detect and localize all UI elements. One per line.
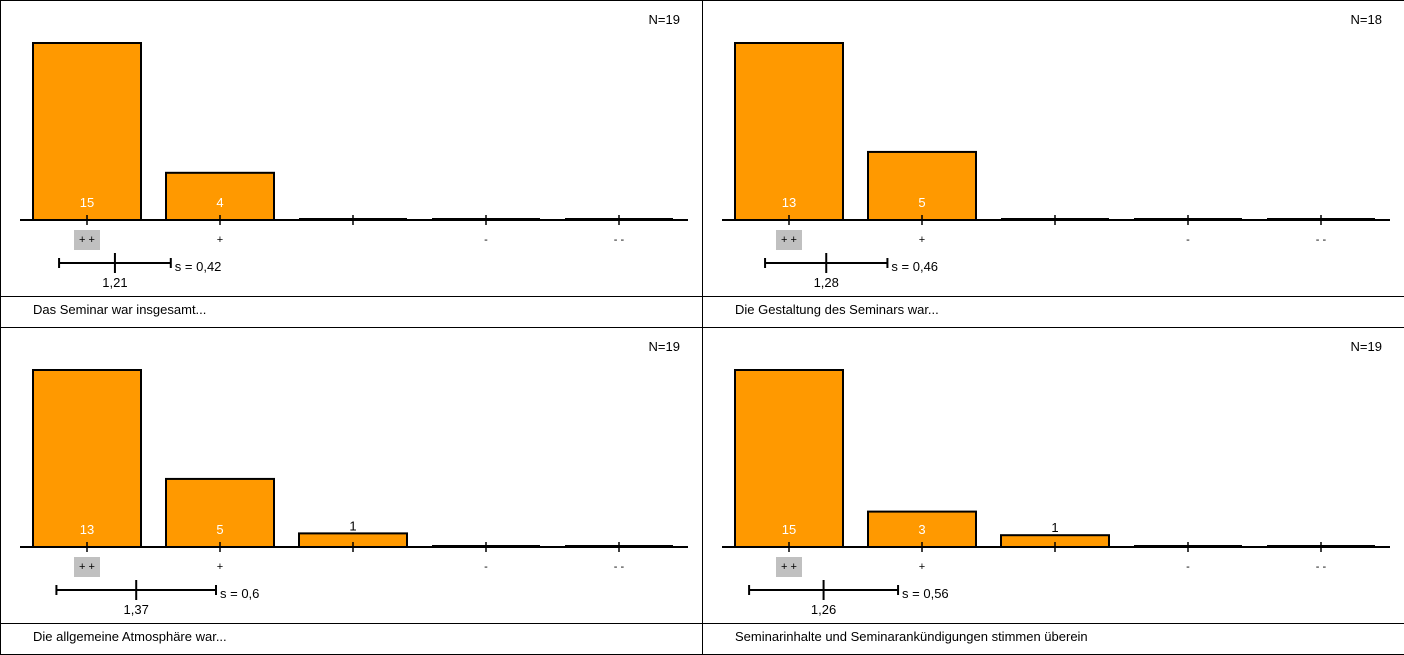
- n-label: N=19: [649, 12, 680, 27]
- category-label: +: [217, 234, 223, 246]
- bar-2: [867, 510, 977, 549]
- category-label: - -: [1316, 234, 1327, 246]
- bar-value-label: 15: [782, 522, 796, 537]
- category-label: + +: [79, 234, 95, 246]
- bar-value-label: 13: [782, 195, 796, 210]
- category-label: - -: [1316, 561, 1327, 573]
- chart-caption: Die Gestaltung des Seminars war...: [735, 302, 939, 317]
- sd-label: s = 0,42: [175, 259, 222, 274]
- category-highlight: [74, 557, 100, 577]
- category-label: -: [1186, 561, 1190, 573]
- chart-panel-1: N=19 15 4 + + + - - - 1,21 s = 0,42 Das Seminar w…: [0, 0, 703, 328]
- sd-label: s = 0,46: [891, 259, 938, 274]
- category-highlight: [74, 230, 100, 250]
- category-label: - -: [614, 234, 625, 246]
- category-label: + +: [781, 234, 797, 246]
- chart-caption: Die allgemeine Atmosphäre war...: [33, 629, 227, 644]
- bar-1: [32, 42, 142, 221]
- category-label: -: [1186, 234, 1190, 246]
- category-label: + +: [79, 561, 95, 573]
- n-label: N=19: [649, 339, 680, 354]
- bar-2: [165, 477, 275, 548]
- bar-2: [165, 171, 275, 222]
- category-label: +: [217, 561, 223, 573]
- bar-1: [32, 369, 142, 548]
- category-label: - -: [614, 561, 625, 573]
- category-highlight: [776, 557, 802, 577]
- bar-1: [734, 369, 844, 548]
- mean-label: 1,28: [814, 275, 839, 290]
- chart-panel-2: N=18 13 5 + + + - - - 1,28 s = 0,46 Die Gestaltun…: [702, 0, 1404, 328]
- bar-value-label: 13: [80, 522, 94, 537]
- sd-label: s = 0,6: [220, 586, 259, 601]
- sd-label: s = 0,56: [902, 586, 949, 601]
- bar-value-label: 4: [216, 195, 223, 210]
- n-label: N=19: [1351, 339, 1382, 354]
- bar-value-label: 1: [349, 518, 356, 533]
- category-label: +: [919, 561, 925, 573]
- bar-value-label: 5: [216, 522, 223, 537]
- chart-caption: Das Seminar war insgesamt...: [33, 302, 206, 317]
- bar-1: [734, 42, 844, 221]
- chart-panel-3: N=19 13 5 1 + + + - - - 1,37 s = 0,6 Die allgemein…: [0, 327, 703, 655]
- chart-caption: Seminarinhalte und Seminarankündigungen …: [735, 629, 1088, 644]
- bar-value-label: 3: [918, 522, 925, 537]
- chart-panel-4: N=19 15 3 1 + + + - - - 1,26 s = 0,56 Seminarinhal…: [702, 327, 1404, 655]
- bar-value-label: 15: [80, 195, 94, 210]
- mean-label: 1,37: [124, 602, 149, 617]
- category-label: -: [484, 561, 488, 573]
- bar-value-label: 5: [918, 195, 925, 210]
- category-label: -: [484, 234, 488, 246]
- category-label: +: [919, 234, 925, 246]
- mean-label: 1,26: [811, 602, 836, 617]
- bar-value-label: 1: [1051, 520, 1058, 535]
- category-label: + +: [781, 561, 797, 573]
- n-label: N=18: [1351, 12, 1382, 27]
- mean-label: 1,21: [102, 275, 127, 290]
- category-highlight: [776, 230, 802, 250]
